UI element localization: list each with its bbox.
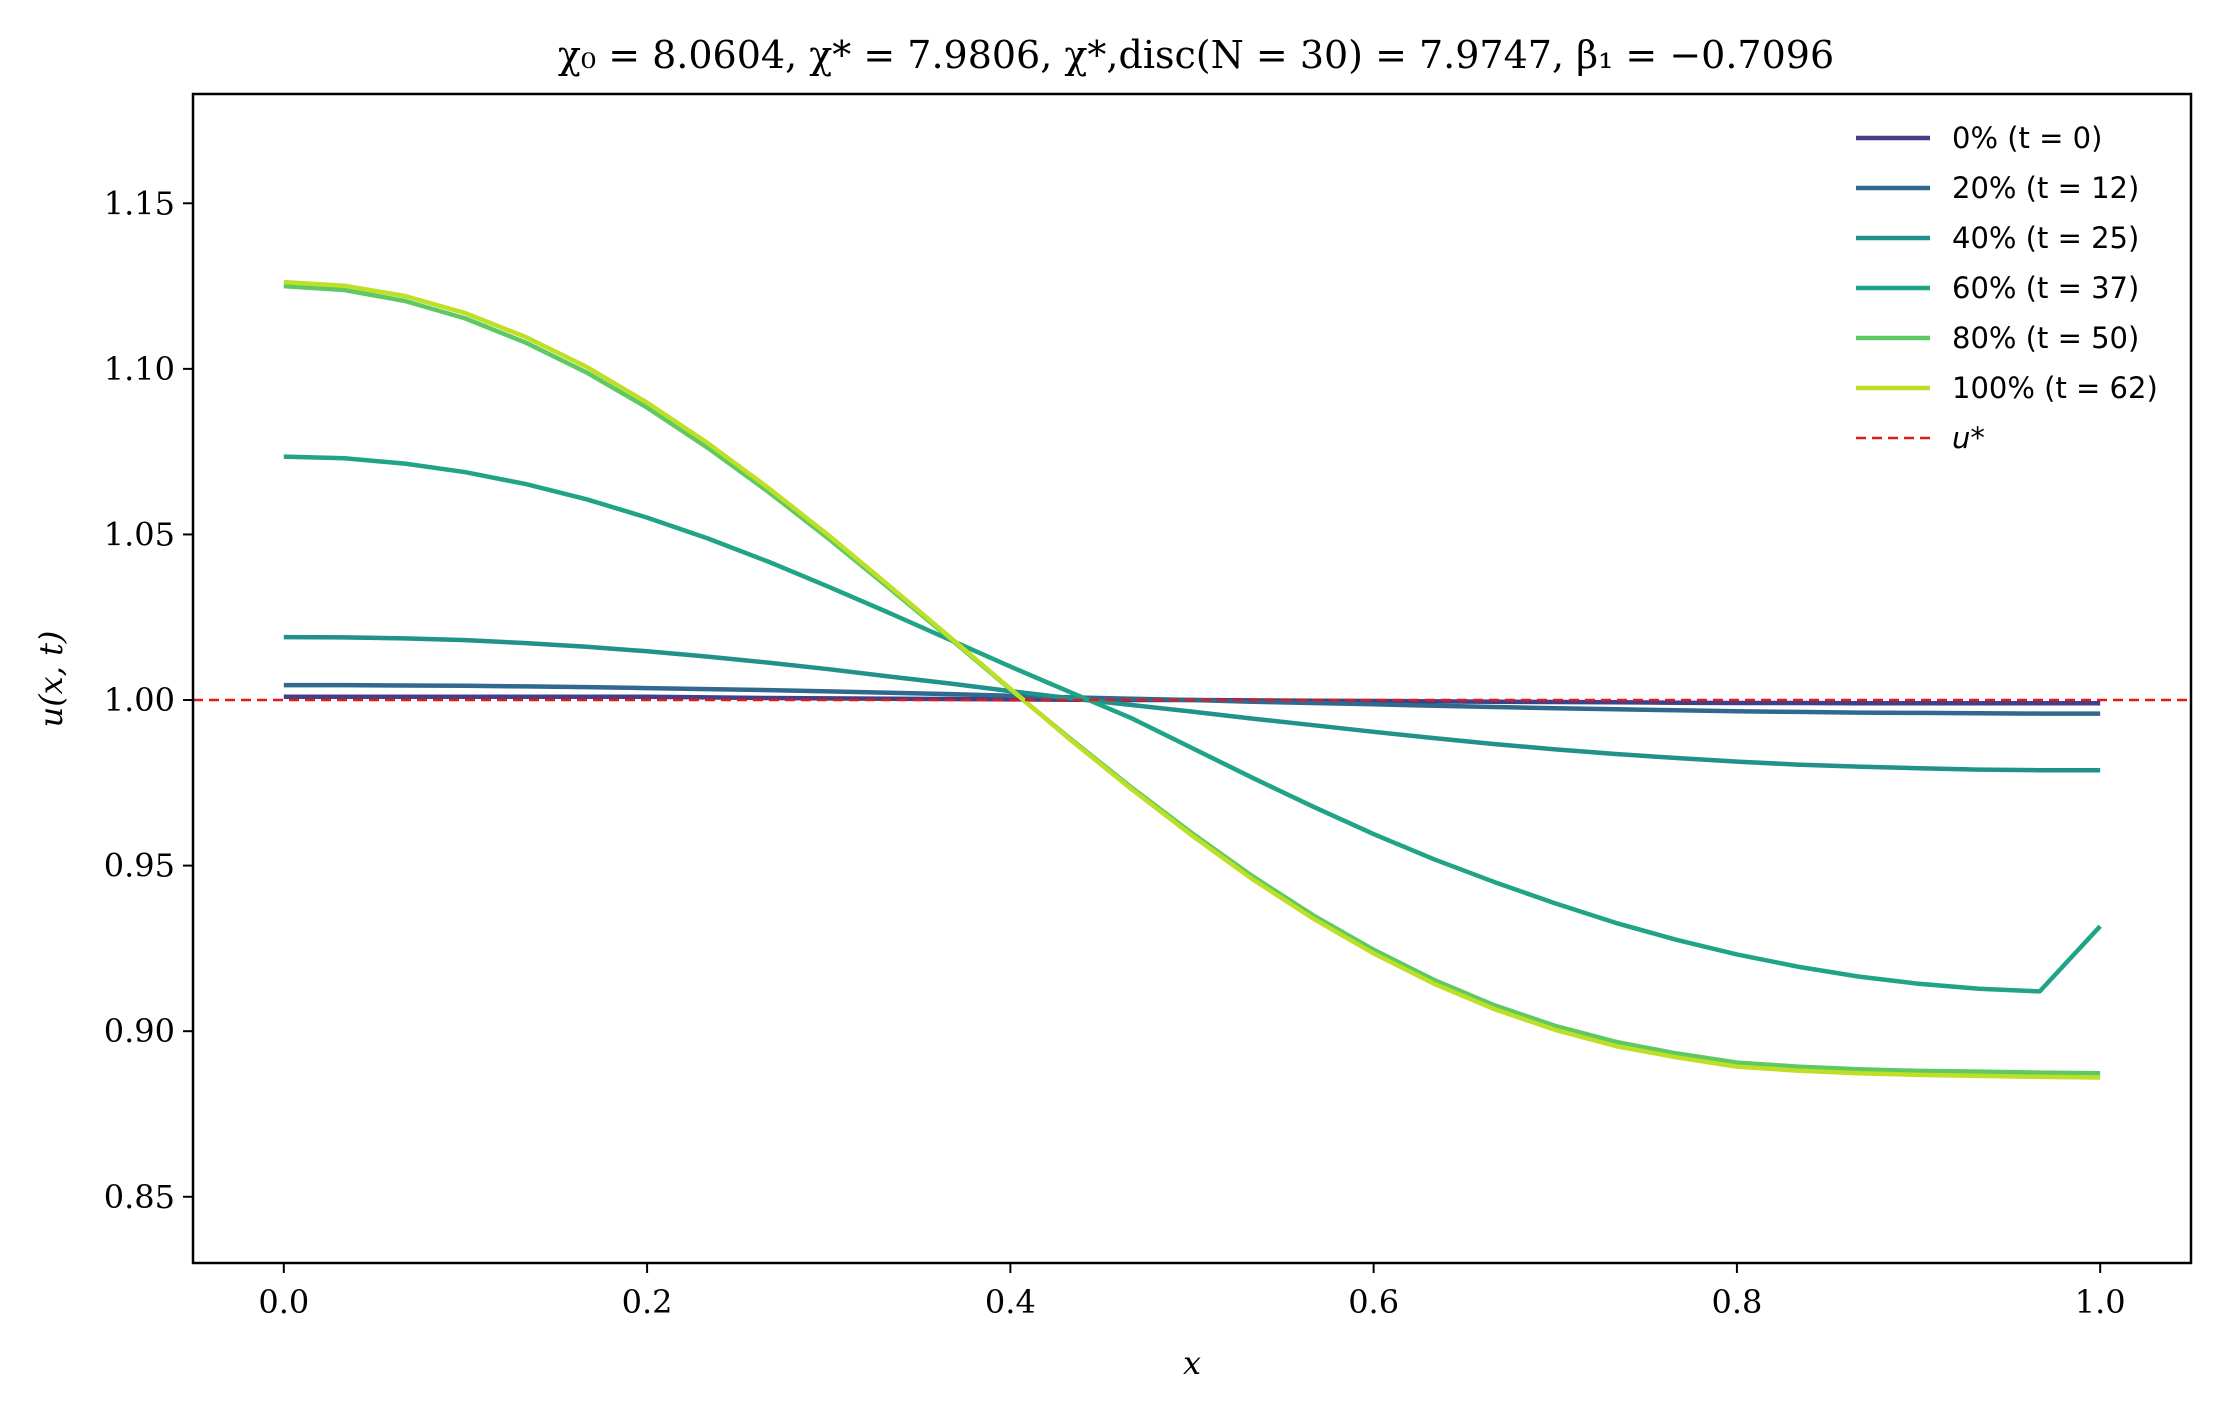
y-tick-label: 1.15	[104, 184, 175, 222]
y-tick-label: 0.85	[104, 1178, 175, 1216]
x-axis-label: x	[1183, 1344, 1201, 1382]
y-tick-label: 1.05	[104, 515, 175, 553]
y-axis-label: u(x, t)	[32, 631, 70, 728]
legend-label-2: 40% (t = 25)	[1952, 221, 2139, 255]
legend-label-0: 0% (t = 0)	[1952, 121, 2102, 155]
legend-label-1: 20% (t = 12)	[1952, 171, 2139, 205]
legend: 0% (t = 0) 20% (t = 12) 40% (t = 25) 60% (t…	[1856, 121, 2158, 455]
series-line-3	[283, 454, 2102, 994]
axes-frame	[191, 92, 2193, 1265]
chart-title: χ₀ = 8.0604, χ* = 7.9806, χ*,disc(N = 30…	[558, 33, 1834, 77]
x-axis: 0.0 0.2 0.4 0.6 0.8 1.0	[258, 1263, 2126, 1321]
y-tick-label: 1.10	[104, 350, 175, 388]
legend-label-5: 100% (t = 62)	[1952, 371, 2158, 405]
legend-label-6: u*	[1952, 421, 1985, 455]
x-tick-label: 0.0	[258, 1283, 309, 1321]
legend-label-4: 80% (t = 50)	[1952, 321, 2139, 355]
y-tick-label: 1.00	[104, 681, 175, 719]
x-tick-label: 0.8	[1711, 1283, 1762, 1321]
legend-label-3: 60% (t = 37)	[1952, 271, 2139, 305]
x-tick-label: 0.2	[622, 1283, 673, 1321]
series-line-5	[283, 279, 2101, 1080]
x-tick-label: 1.0	[2075, 1283, 2126, 1321]
plot-area	[193, 279, 2191, 1080]
y-tick-label: 0.90	[104, 1012, 175, 1050]
y-axis: 0.85 0.90 0.95 1.00 1.05 1.10 1.15	[104, 184, 193, 1216]
y-tick-label: 0.95	[104, 847, 175, 885]
x-tick-label: 0.4	[985, 1283, 1036, 1321]
x-tick-label: 0.6	[1348, 1283, 1399, 1321]
series-line-2	[283, 634, 2101, 773]
